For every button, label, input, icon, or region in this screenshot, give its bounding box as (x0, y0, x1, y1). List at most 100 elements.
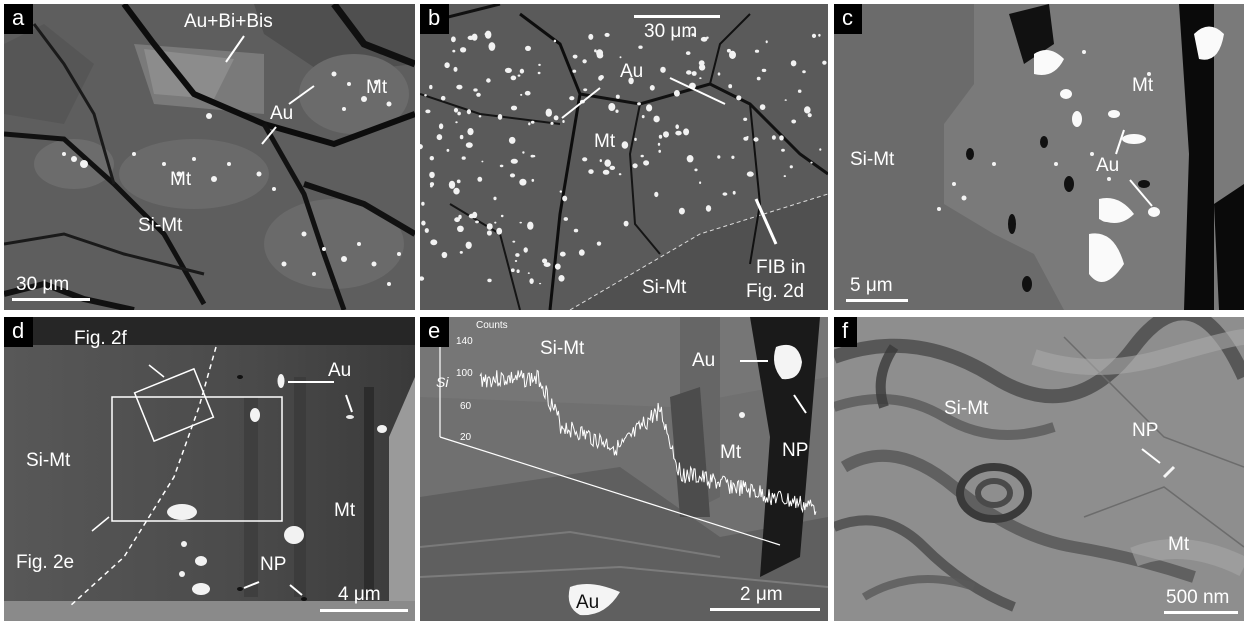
inclusion-speck (582, 157, 588, 162)
inclusion-speck (529, 278, 534, 284)
inclusion-speck (456, 179, 461, 184)
inclusion-speck (790, 60, 797, 67)
inclusion-speck (524, 90, 531, 96)
inclusion-speck (429, 84, 433, 90)
inclusion-speck (478, 115, 482, 118)
inclusion-speck (514, 260, 518, 262)
inclusion-speck (640, 154, 644, 158)
inclusion-speck (510, 158, 518, 164)
inclusion-speck (486, 78, 491, 83)
inclusion-speck (726, 48, 731, 53)
inclusion-speck (451, 36, 456, 43)
inclusion-speck (765, 40, 768, 44)
panel-e-micrograph (420, 317, 828, 621)
panel-e: e Counts Si 140 100 60 20 Si-Mt Au Mt NP… (420, 317, 828, 621)
panel-a: a Au+Bi+Bis Au Mt Mt Si-Mt 30 μm (4, 4, 415, 310)
inclusion-speck (807, 113, 812, 118)
inclusion-speck (784, 99, 787, 101)
inclusion-speck (579, 99, 585, 104)
inclusion-speck (653, 115, 660, 123)
inclusion-speck (563, 217, 568, 221)
panel-e-scale-label: 2 μm (740, 584, 783, 605)
inclusion-speck (499, 164, 504, 168)
inclusion-speck (486, 223, 493, 230)
inclusion-speck (609, 165, 616, 170)
inclusion-speck (429, 156, 434, 161)
inclusion-speck (779, 135, 784, 141)
inclusion-speck (811, 33, 817, 38)
inclusion-speck (657, 142, 661, 146)
panel-a-scale-bar (12, 298, 90, 301)
inclusion-speck (658, 149, 661, 153)
inclusion-speck (578, 249, 585, 256)
inclusion-speck (446, 148, 450, 152)
inclusion-speck (459, 134, 464, 140)
inclusion-speck (599, 159, 602, 163)
inclusion-speck (527, 272, 530, 274)
inclusion-speck (553, 39, 557, 43)
inclusion-speck (466, 109, 471, 115)
inclusion-speck (528, 122, 531, 126)
inclusion-speck (594, 49, 597, 53)
inclusion-speck (705, 205, 712, 212)
inclusion-speck (458, 214, 462, 220)
inclusion-speck (621, 141, 629, 149)
inclusion-speck (596, 52, 604, 59)
inclusion-speck (717, 155, 721, 159)
inclusion-speck (604, 32, 610, 37)
inclusion-speck (804, 106, 811, 114)
inclusion-speck (455, 121, 458, 124)
inclusion-speck (461, 156, 466, 160)
inclusion-speck (530, 154, 535, 158)
inclusion-speck (619, 56, 622, 59)
inclusion-speck (756, 76, 761, 81)
panel-a-scale-label: 30 μm (16, 274, 70, 295)
panel-b: b 30 μm Au Mt Si-Mt FIB in Fig. 2d (420, 4, 828, 310)
y-tick-20: 20 (460, 432, 472, 443)
inclusion-speck (728, 84, 733, 89)
inclusion-speck (477, 176, 483, 182)
inclusion-speck (420, 276, 425, 281)
label-fib-fig2d: Fig. 2d (746, 281, 805, 302)
inclusion-speck (453, 66, 458, 72)
panel-b-tag: b (420, 4, 450, 34)
label-mt: Mt (1168, 534, 1190, 555)
inclusion-speck (646, 104, 653, 112)
inclusion-speck (430, 239, 438, 246)
y-tick-60: 60 (460, 401, 472, 412)
panel-c: c Si-Mt Mt Au 5 μm (834, 4, 1244, 310)
panel-c-scale-label: 5 μm (850, 275, 893, 296)
inclusion-speck (456, 84, 463, 90)
inclusion-speck (481, 160, 484, 163)
panel-d-scale-label: 4 μm (338, 584, 381, 605)
inclusion-speck (683, 128, 690, 136)
inclusion-speck (559, 190, 562, 193)
inclusion-speck (559, 251, 566, 257)
label-au-bottom: Au (576, 592, 600, 613)
label-au-top: Au (692, 350, 716, 371)
inclusion-speck (530, 120, 535, 124)
inclusion-speck (496, 227, 503, 235)
inclusion-speck (722, 192, 728, 196)
inclusion-speck (421, 220, 426, 226)
label-np: NP (782, 440, 809, 461)
label-mt: Mt (1132, 75, 1154, 96)
panel-f-scale-label: 500 nm (1166, 587, 1230, 608)
label-mt: Mt (334, 500, 356, 521)
inclusion-speck (673, 90, 680, 97)
inclusion-speck (497, 114, 503, 120)
inclusion-speck (441, 251, 448, 259)
label-au: Au (1096, 155, 1120, 176)
panel-d-micrograph (4, 317, 415, 621)
inclusion-speck (554, 263, 561, 270)
inclusion-speck (425, 109, 431, 114)
inclusion-speck (649, 85, 655, 91)
inclusion-speck (452, 49, 456, 53)
y-tick-100: 100 (456, 368, 473, 379)
inclusion-speck (675, 130, 682, 136)
inclusion-speck (486, 230, 492, 236)
inclusion-speck (754, 49, 760, 53)
panel-c-micrograph (834, 4, 1244, 310)
inclusion-speck (465, 142, 473, 148)
panel-c-scale-bar (846, 299, 908, 302)
